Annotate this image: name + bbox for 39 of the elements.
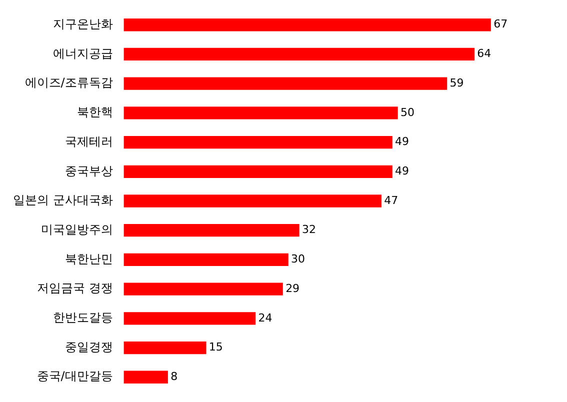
data-label: 24 <box>258 311 272 324</box>
bar <box>124 341 206 354</box>
data-label: 49 <box>395 135 410 148</box>
y-tick-label: 에너지공급 <box>52 46 113 60</box>
y-tick-label: 한반도갈등 <box>52 310 113 325</box>
y-tick-label: 중국부상 <box>64 164 113 178</box>
data-label: 64 <box>477 47 492 60</box>
data-label: 50 <box>400 106 415 119</box>
y-tick-label: 미국일방주의 <box>40 222 113 236</box>
y-tick-label: 일본의 군사대국화 <box>12 193 113 208</box>
y-tick-label: 국제테러 <box>64 134 113 148</box>
bar <box>124 136 392 149</box>
bar <box>124 312 256 325</box>
y-tick-label: 중일경쟁 <box>64 340 113 354</box>
y-tick-label: 북한난민 <box>64 252 113 266</box>
data-label: 59 <box>450 76 464 90</box>
bar <box>124 18 491 32</box>
bar <box>124 253 288 266</box>
data-label: 8 <box>170 370 178 383</box>
bar <box>124 165 392 178</box>
data-label: 29 <box>286 282 300 295</box>
data-label: 47 <box>384 194 398 207</box>
bar <box>124 77 448 90</box>
data-label: 30 <box>291 252 306 266</box>
bar <box>124 194 382 208</box>
bar <box>124 106 398 120</box>
data-label: 32 <box>302 223 316 236</box>
y-tick-label: 북한핵 <box>76 105 113 120</box>
y-tick-label: 저임금국 경쟁 <box>36 281 113 296</box>
bar <box>124 370 168 384</box>
y-tick-label: 지구온난화 <box>52 17 113 31</box>
y-tick-label: 에이즈/조류독감 <box>24 76 113 90</box>
bar <box>124 224 300 237</box>
data-label: 67 <box>494 18 508 31</box>
y-tick-label: 중국/대만갈등 <box>36 369 113 384</box>
data-label: 15 <box>208 340 223 354</box>
data-label: 49 <box>395 164 410 178</box>
bar <box>124 282 283 296</box>
bar <box>124 48 474 61</box>
